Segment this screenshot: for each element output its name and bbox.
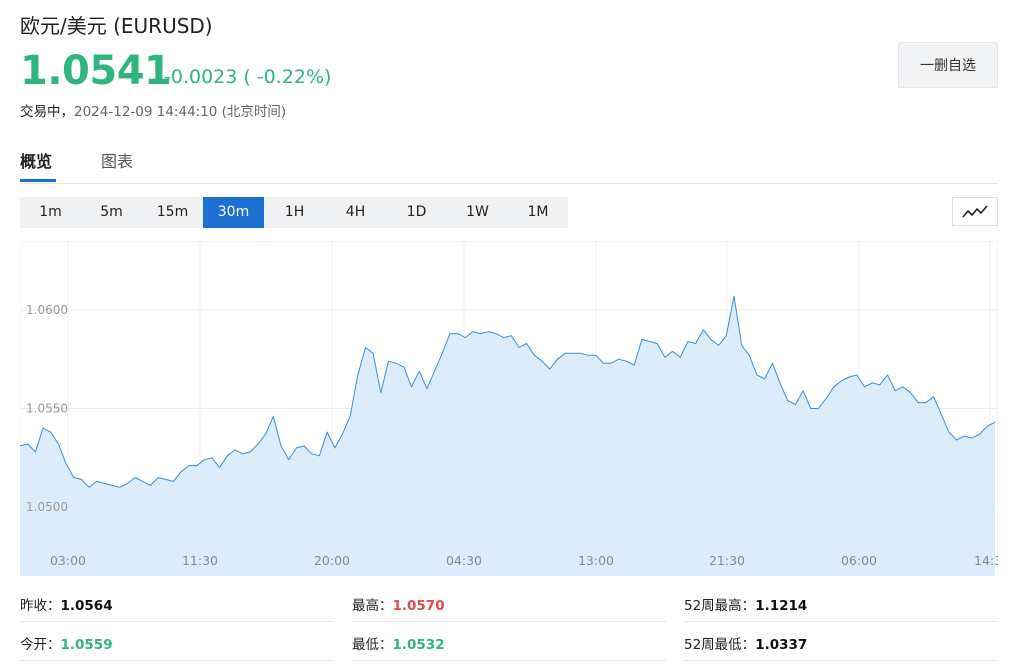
line-chart-icon	[962, 204, 988, 218]
y-tick-label: 1.0550	[26, 402, 68, 416]
x-tick-label: 06:00	[841, 553, 877, 568]
x-tick-label: 03:00	[50, 553, 86, 568]
price-change: -0.0023 ( -0.22%)	[164, 66, 332, 88]
tabs-divider	[20, 183, 998, 184]
stat-open: 今开：1.0559	[20, 633, 113, 653]
stat-divider	[20, 660, 334, 661]
stat-value: 1.0559	[60, 637, 113, 653]
stat-label: 最低：	[352, 637, 393, 653]
period-1h[interactable]: 1H	[284, 204, 305, 220]
stat-divider	[352, 621, 666, 622]
stat-52w-high: 52周最高：1.1214	[684, 594, 807, 614]
stat-52w-low: 52周最低：1.0337	[684, 633, 807, 653]
price-area	[20, 296, 995, 576]
stat-label: 今开：	[20, 637, 61, 653]
stat-value: 1.0337	[755, 637, 808, 653]
stat-label: 52周最高：	[684, 598, 756, 614]
period-30m[interactable]: 30m	[203, 197, 264, 228]
x-tick-label: 21:30	[709, 553, 745, 568]
x-tick-label: 11:30	[182, 553, 218, 568]
x-tick-label: 20:00	[314, 553, 350, 568]
period-selector: 1m 5m 15m 30m 1H 4H 1D 1W 1M	[20, 197, 568, 228]
tab-overview[interactable]: 概览	[20, 152, 53, 171]
stat-divider	[20, 621, 334, 622]
stat-prev-close: 昨收：1.0564	[20, 594, 113, 614]
stat-value: 1.0564	[60, 598, 113, 614]
price-line	[20, 295, 996, 488]
period-5m[interactable]: 5m	[100, 204, 123, 220]
instrument-title: 欧元/美元 (EURUSD)	[20, 14, 213, 38]
stat-value: 1.0570	[392, 598, 445, 614]
last-price: 1.0541	[20, 48, 172, 94]
x-tick-label: 14:3	[974, 553, 998, 568]
stat-low: 最低：1.0532	[352, 633, 445, 653]
chart-type-button[interactable]	[952, 197, 998, 226]
stat-divider	[352, 660, 666, 661]
period-1m[interactable]: 1m	[39, 204, 62, 220]
remove-watchlist-button[interactable]: 一删自选	[898, 42, 998, 88]
x-tick-label: 13:00	[578, 553, 614, 568]
stat-value: 1.0532	[392, 637, 445, 653]
price-chart-svg: 1.0600 1.0550 1.0500 03:00 11:30 20:00 04:30 13…	[20, 241, 998, 576]
stat-label: 昨收：	[20, 598, 61, 614]
trading-status: 交易中，	[20, 104, 74, 120]
tab-chart[interactable]: 图表	[101, 152, 134, 171]
period-1d[interactable]: 1D	[406, 204, 427, 220]
stat-label: 52周最低：	[684, 637, 756, 653]
price-chart[interactable]: 1.0600 1.0550 1.0500 03:00 11:30 20:00 04:30 13…	[20, 241, 998, 576]
stat-value: 1.1214	[755, 598, 808, 614]
stat-label: 最高：	[352, 598, 393, 614]
y-tick-label: 1.0500	[26, 500, 68, 514]
active-tab-indicator	[20, 179, 56, 182]
period-15m[interactable]: 15m	[156, 204, 189, 220]
stat-divider	[684, 621, 998, 622]
quote-datetime: 2024-12-09 14:44:10 (北京时间)	[74, 104, 287, 120]
period-1w[interactable]: 1W	[466, 204, 489, 220]
x-tick-label: 04:30	[446, 553, 482, 568]
trading-status-line: 交易中，2024-12-09 14:44:10 (北京时间)	[20, 100, 286, 120]
period-4h[interactable]: 4H	[345, 204, 366, 220]
period-1mo[interactable]: 1M	[527, 204, 549, 220]
stat-divider	[684, 660, 998, 661]
y-tick-label: 1.0600	[26, 303, 68, 317]
stat-high: 最高：1.0570	[352, 594, 445, 614]
